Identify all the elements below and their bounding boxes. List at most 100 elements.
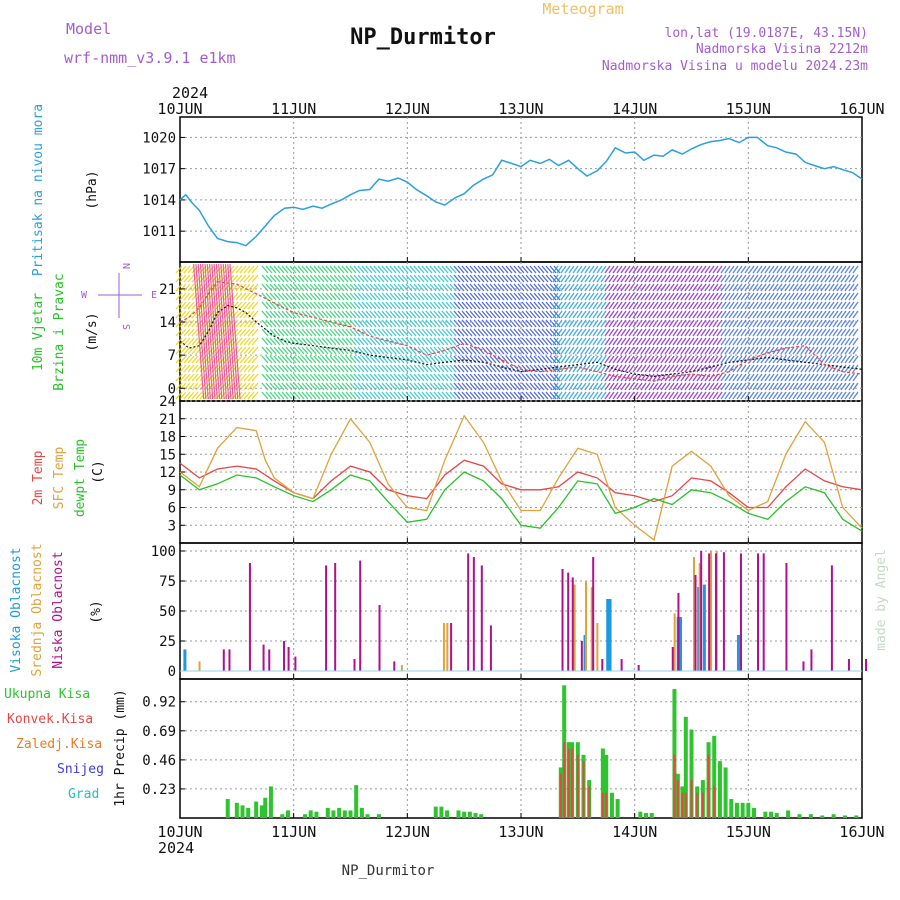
- wind-barb-mark: [545, 283, 553, 292]
- wind-barb-mark: [728, 346, 735, 355]
- wind-barb-mark: [353, 310, 361, 319]
- temp2m-label: 2m Temp: [31, 450, 46, 505]
- wind-barb-mark: [832, 310, 839, 319]
- wind-barb-mark: [251, 310, 259, 319]
- wind-barb-mark: [672, 328, 679, 337]
- wind-barb-mark: [724, 337, 731, 346]
- cloud-labels: Visoka Oblacnost Srednja Oblacnost Niska…: [9, 543, 104, 676]
- wind-barb-mark: [219, 328, 227, 337]
- low-cloud-bar: [353, 659, 356, 671]
- wind-barb-mark: [397, 265, 405, 274]
- wind-barb-mark: [481, 337, 489, 346]
- wind-barb-mark: [800, 319, 807, 328]
- wind-barb-mark: [712, 283, 719, 292]
- wind-barb-mark: [393, 265, 401, 274]
- wind-barb-mark: [175, 355, 183, 364]
- wind-barb-mark: [445, 382, 453, 391]
- wind-barb-mark: [676, 319, 683, 328]
- wind-barb-mark: [281, 382, 289, 391]
- wind-barb-mark: [604, 337, 611, 346]
- wind-barb-mark: [596, 283, 603, 292]
- wind-barb-mark: [840, 355, 847, 364]
- wind-barb-mark: [273, 265, 281, 274]
- y-tick-label: 21: [159, 282, 176, 298]
- wind-barb-mark: [247, 310, 255, 319]
- wind-barb-mark: [429, 319, 437, 328]
- wind-barb-mark: [708, 391, 715, 400]
- wind-barb-mark: [413, 355, 421, 364]
- wind-barb-mark: [489, 355, 497, 364]
- wind-barb-mark: [848, 310, 855, 319]
- wind-barb-mark: [369, 337, 377, 346]
- wind-barb-mark: [576, 391, 583, 400]
- wind-barb-mark: [768, 328, 775, 337]
- wind-barb-mark: [457, 373, 465, 382]
- wind-barb-mark: [596, 346, 603, 355]
- wind-speed-line: [179, 304, 863, 378]
- wind-barb-mark: [521, 346, 529, 355]
- wind-barb-mark: [289, 310, 297, 319]
- wind-barb-mark: [704, 346, 711, 355]
- wind-barb-mark: [740, 364, 747, 373]
- wind-barb-mark: [525, 373, 533, 382]
- wind-barb-mark: [345, 274, 353, 283]
- wind-barb-mark: [365, 382, 373, 391]
- wind-barb-mark: [756, 310, 763, 319]
- wind-barb-mark: [179, 364, 187, 373]
- wind-barb-mark: [239, 328, 247, 337]
- wind-barb-mark: [377, 283, 385, 292]
- wind-barb-mark: [417, 355, 425, 364]
- wind-barb-mark: [788, 346, 795, 355]
- temp-unit: (C): [91, 460, 106, 483]
- wind-barb-mark: [808, 274, 815, 283]
- wind-barb-mark: [393, 319, 401, 328]
- wind-barb-mark: [501, 292, 509, 301]
- wind-barb-mark: [235, 391, 243, 400]
- wind-barb-mark: [509, 337, 517, 346]
- wind-barb-mark: [537, 283, 545, 292]
- wind-barb-mark: [652, 301, 659, 310]
- wind-barb-mark: [457, 301, 465, 310]
- wind-barb-mark: [265, 301, 273, 310]
- wind-barb-mark: [588, 283, 595, 292]
- wind-barb-mark: [219, 364, 227, 373]
- wind-barb-mark: [453, 265, 461, 274]
- wind-barb-mark: [329, 292, 337, 301]
- wind-barb-mark: [533, 373, 541, 382]
- wind-barb-mark: [521, 265, 529, 274]
- wind-barb-mark: [804, 274, 811, 283]
- wind-barb-mark: [175, 292, 183, 301]
- wind-barb-mark: [243, 274, 251, 283]
- wind-barb-mark: [441, 301, 449, 310]
- wind-barb-mark: [792, 301, 799, 310]
- wind-barb-mark: [381, 319, 389, 328]
- total-rain-bar: [433, 806, 438, 818]
- wind-barb-mark: [357, 265, 365, 274]
- wind-barb-mark: [844, 292, 851, 301]
- wind-barb-mark: [712, 292, 719, 301]
- low-cloud-bar: [847, 659, 850, 671]
- wind-barb-mark: [588, 274, 595, 283]
- wind-barb-mark: [692, 337, 699, 346]
- wind-barb-mark: [325, 283, 333, 292]
- wind-barb-mark: [740, 337, 747, 346]
- wind-barb-mark: [297, 319, 305, 328]
- wind-barb-mark: [179, 274, 187, 283]
- wind-barb-mark: [752, 283, 759, 292]
- wind-barb-mark: [700, 283, 707, 292]
- wind-barb-mark: [768, 391, 775, 400]
- wind-barb-mark: [568, 328, 575, 337]
- wind-barb-mark: [329, 337, 337, 346]
- wind-barb-mark: [716, 292, 723, 301]
- wind-barb-mark: [533, 292, 541, 301]
- wind-barb-mark: [768, 310, 775, 319]
- wind-barb-mark: [724, 274, 731, 283]
- wind-barb-mark: [333, 319, 341, 328]
- total-rain-bar: [342, 810, 347, 818]
- conv-rain-bar: [684, 792, 687, 818]
- wind-barb-mark: [820, 346, 827, 355]
- wind-barb-mark: [756, 301, 763, 310]
- wind-barb-mark: [652, 337, 659, 346]
- wind-barb-mark: [393, 310, 401, 319]
